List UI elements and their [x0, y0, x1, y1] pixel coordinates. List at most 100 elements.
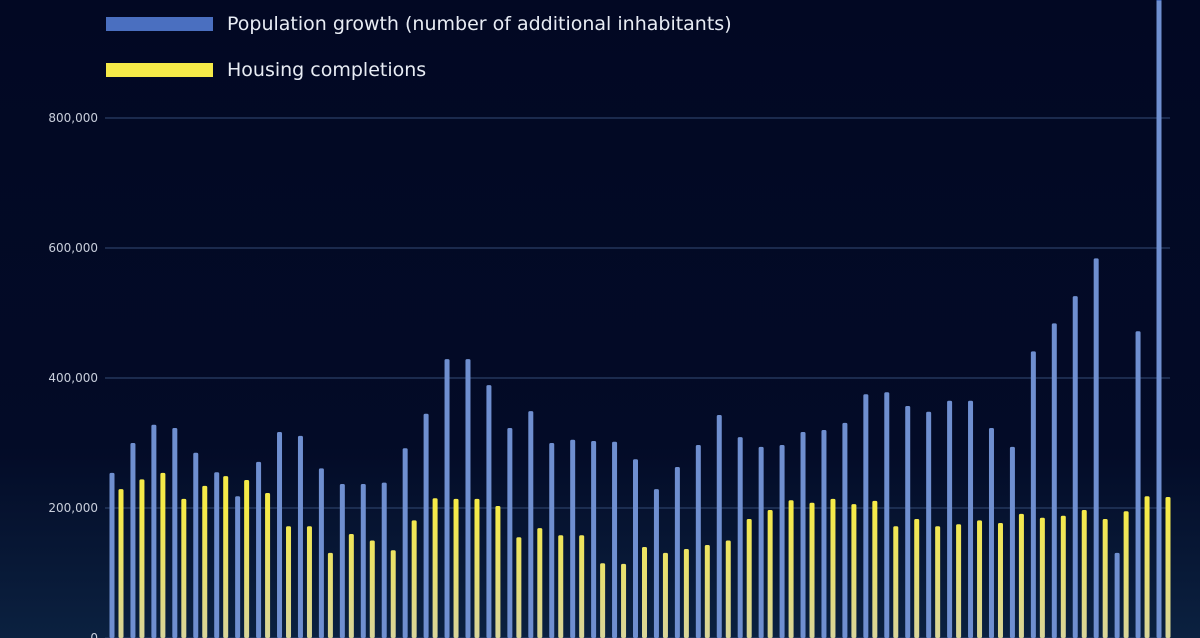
bar-housing-completions	[1165, 496, 1171, 638]
bar-housing-completions	[642, 547, 647, 638]
bar-population-growth	[612, 441, 618, 638]
bar-housing-completions	[662, 552, 668, 638]
bar-population-growth	[695, 444, 701, 638]
bar-population-growth	[758, 446, 764, 638]
bar-population-growth	[884, 392, 890, 638]
bar-population-growth	[465, 359, 471, 638]
bar-population-growth	[339, 483, 345, 638]
bar-population-growth	[360, 483, 366, 638]
bar-population-growth	[528, 411, 534, 638]
bar-housing-completions	[453, 498, 459, 638]
bar-housing-completions	[809, 502, 815, 638]
bar-housing-completions	[474, 498, 480, 638]
bar-housing-completions	[914, 519, 920, 638]
bar-population-growth	[277, 431, 283, 638]
bar-housing-completions	[495, 506, 501, 638]
bar-population-growth	[381, 482, 387, 638]
bar-population-growth	[633, 459, 638, 638]
bar-population-growth	[905, 405, 911, 638]
bar-population-growth	[549, 443, 555, 638]
bar-housing-completions	[1081, 509, 1087, 638]
y-tick-label: 0	[90, 631, 98, 638]
bar-housing-completions	[725, 540, 731, 638]
bar-housing-completions	[265, 493, 271, 638]
bar-population-growth	[988, 428, 994, 638]
bar-housing-completions	[1039, 517, 1045, 638]
bar-housing-completions	[223, 476, 229, 638]
bar-population-growth	[507, 428, 513, 638]
bar-housing-completions	[746, 519, 752, 638]
bar-population-growth	[716, 415, 722, 638]
bar-housing-completions	[1102, 519, 1108, 638]
bar-population-growth	[737, 437, 743, 638]
bar-population-growth	[109, 472, 115, 638]
bar-population-growth	[863, 394, 869, 638]
bar-housing-completions	[997, 522, 1003, 638]
bar-population-growth	[800, 431, 806, 638]
bar-housing-completions	[327, 552, 333, 638]
legend-label: Population growth (number of additional …	[227, 13, 732, 35]
bar-population-growth	[779, 444, 785, 638]
bar-housing-completions	[202, 485, 208, 638]
bar-population-growth	[1135, 331, 1141, 638]
bar-population-growth	[402, 448, 408, 638]
bar-housing-completions	[244, 480, 250, 638]
y-tick-label: 400,000	[48, 371, 98, 385]
bar-population-growth	[235, 496, 241, 638]
y-tick-label: 800,000	[48, 111, 98, 125]
bar-population-growth	[591, 441, 597, 638]
bar-population-growth	[130, 443, 136, 638]
bar-housing-completions	[579, 535, 585, 638]
bar-population-growth	[444, 359, 450, 638]
legend-item-housing-completions: Housing completions	[106, 59, 426, 81]
bar-population-growth	[674, 467, 680, 638]
bar-population-growth	[256, 461, 262, 638]
bar-population-growth	[570, 439, 576, 638]
bar-housing-completions	[893, 526, 899, 638]
bar-population-growth	[1051, 323, 1057, 638]
bar-population-growth	[1093, 258, 1099, 638]
bar-population-growth	[1009, 446, 1015, 638]
bar-housing-completions	[348, 534, 354, 638]
bar-population-growth	[1156, 0, 1162, 638]
bar-population-growth	[486, 385, 492, 638]
bar-population-growth	[1114, 552, 1120, 638]
bar-housing-completions	[977, 520, 983, 638]
bar-population-growth	[151, 424, 157, 638]
legend-item-population-growth: Population growth (number of additional …	[106, 13, 732, 35]
bar-housing-completions	[1123, 511, 1129, 638]
bar-housing-completions	[956, 524, 962, 638]
bar-population-growth	[193, 452, 199, 638]
bar-housing-completions	[537, 528, 543, 638]
legend-swatch-yellow	[106, 63, 213, 77]
bar-housing-completions	[830, 498, 836, 638]
bar-housing-completions	[600, 563, 606, 638]
bar-population-growth	[214, 472, 220, 638]
bar-population-growth	[653, 489, 659, 638]
bar-housing-completions	[432, 498, 438, 638]
bar-population-growth	[172, 428, 178, 638]
bar-housing-completions	[411, 520, 417, 638]
bar-population-growth	[423, 413, 429, 638]
y-tick-label: 600,000	[48, 241, 98, 255]
bar-housing-completions	[704, 545, 710, 638]
bar-housing-completions	[286, 526, 292, 638]
bar-population-growth	[821, 430, 827, 638]
bar-population-growth	[318, 468, 324, 638]
bar-housing-completions	[181, 498, 187, 638]
bar-housing-completions	[306, 526, 312, 638]
bar-housing-completions	[788, 500, 794, 638]
bar-housing-completions	[139, 479, 145, 638]
bar-housing-completions	[369, 540, 375, 638]
legend-label: Housing completions	[227, 59, 427, 81]
y-tick-label: 200,000	[48, 501, 98, 515]
bar-population-growth	[297, 435, 303, 638]
bar-housing-completions	[1018, 513, 1024, 638]
bar-housing-completions	[683, 548, 689, 638]
bar-population-growth	[968, 400, 974, 638]
bar-population-growth	[1030, 351, 1036, 638]
bar-housing-completions	[621, 563, 627, 638]
bar-housing-completions	[516, 537, 522, 638]
bar-population-growth	[842, 422, 848, 638]
